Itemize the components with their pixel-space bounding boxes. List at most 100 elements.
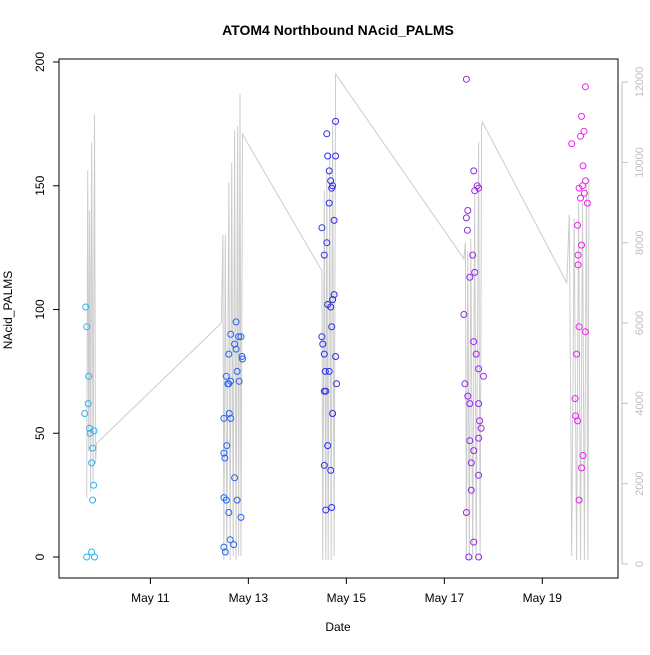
data-point (580, 189, 588, 197)
data-point (470, 447, 478, 455)
data-point (469, 251, 477, 259)
y-tick-label: 50 (33, 426, 47, 440)
data-point (470, 538, 478, 546)
data-point (327, 177, 335, 185)
data-point (475, 365, 483, 373)
data-point (226, 536, 234, 544)
data-point (574, 261, 582, 269)
data-point (225, 509, 233, 516)
data-point (89, 444, 97, 452)
data-point (227, 377, 235, 385)
data-point (320, 251, 328, 259)
data-point (466, 273, 474, 281)
data-point (220, 543, 228, 551)
data-point (581, 328, 589, 336)
data-point (568, 140, 576, 148)
data-point (235, 377, 243, 385)
data-point (324, 301, 332, 308)
x-tick-label: May 11 (131, 591, 170, 605)
data-point (477, 424, 485, 432)
data-point (575, 496, 583, 504)
data-point (475, 400, 483, 408)
data-point (475, 471, 483, 479)
data-point (577, 132, 584, 140)
data-point (231, 474, 239, 482)
data-point (578, 112, 585, 120)
data-point (83, 553, 91, 561)
data-point (321, 367, 329, 375)
data-point (581, 177, 589, 185)
data-point (239, 355, 246, 363)
data-point (462, 214, 470, 222)
data-point (323, 130, 331, 138)
data-point (88, 548, 96, 556)
data-point (318, 333, 326, 341)
y-tick-label: 100 (33, 299, 47, 319)
data-point (577, 194, 584, 202)
y-tick-label: 200 (33, 52, 47, 72)
data-point (83, 323, 91, 331)
data-point (460, 311, 468, 318)
data-point (579, 182, 586, 190)
data-point (235, 333, 243, 341)
data-point (233, 367, 241, 375)
data-point (571, 395, 579, 403)
data-point (574, 417, 582, 425)
data-point (322, 506, 330, 514)
data-point (328, 323, 336, 331)
data-point (88, 459, 96, 467)
axes-layer: 0 50 100 150 200 May 11 May 13 May 15 May 17 May … (33, 52, 646, 605)
data-point (580, 127, 588, 135)
data-point (461, 380, 469, 388)
data-point (472, 350, 480, 358)
data-point (330, 216, 338, 224)
right-tick-label: 6000 (634, 311, 646, 335)
data-point (329, 296, 337, 304)
data-point (475, 434, 483, 442)
data-point (227, 330, 235, 338)
data-point (82, 303, 90, 311)
data-point (221, 548, 229, 556)
data-point (462, 75, 470, 83)
plot-frame (58, 58, 619, 579)
data-point (222, 496, 230, 504)
data-point (575, 323, 583, 331)
data-point (464, 392, 472, 400)
data-point (470, 167, 478, 175)
data-point (574, 251, 582, 259)
data-point (237, 333, 245, 341)
data-point (85, 372, 93, 380)
data-point (318, 224, 326, 232)
data-point (578, 241, 585, 249)
data-point (221, 454, 229, 462)
data-point (238, 353, 246, 360)
data-point (463, 226, 471, 234)
y-tick-label: 0 (33, 553, 47, 560)
data-point (324, 442, 332, 450)
right-tick-label: 12000 (634, 67, 646, 98)
x-axis-label: Date (325, 620, 351, 634)
right-tick-label: 8000 (634, 230, 646, 254)
y-tick-label: 150 (33, 175, 47, 195)
x-tick-label: May 19 (523, 591, 563, 605)
data-point (223, 442, 231, 450)
data-point (237, 513, 245, 521)
data-point (89, 496, 97, 504)
data-point (220, 449, 228, 457)
data-point (325, 199, 333, 207)
right-tick-label: 10000 (634, 147, 646, 178)
data-point (332, 152, 340, 160)
data-point (475, 553, 483, 561)
x-tick-label: May 17 (425, 591, 465, 605)
data-point (574, 221, 582, 229)
data-point (230, 541, 238, 549)
data-point (325, 367, 333, 375)
secondary-line-layer (86, 72, 590, 561)
data-point (233, 496, 241, 504)
data-point (471, 268, 479, 276)
data-point (227, 414, 235, 422)
data-point (466, 437, 474, 445)
data-point (320, 461, 328, 469)
